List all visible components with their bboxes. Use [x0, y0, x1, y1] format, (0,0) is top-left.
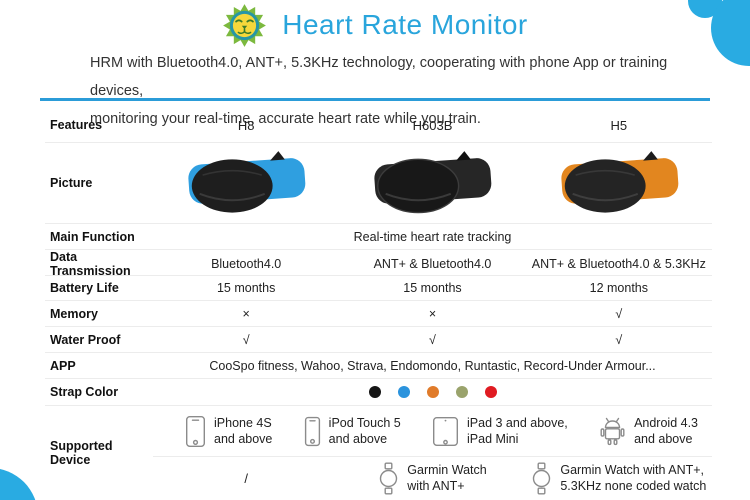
- water-proof-h603b: √: [429, 332, 436, 347]
- supported-device-row: Supported Device iPhone 4S: [45, 406, 712, 500]
- strap-color-row: Strap Color: [45, 379, 712, 406]
- table-header-row: Features H8 H603B H5: [45, 108, 712, 143]
- device-h8-none: /: [244, 470, 248, 486]
- main-function-label: Main Function: [50, 229, 135, 244]
- android-icon: [599, 416, 626, 446]
- page-title: Heart Rate Monitor: [282, 9, 528, 40]
- data-transmission-h8: Bluetooth4.0: [211, 257, 282, 271]
- features-header: Features: [50, 118, 103, 132]
- device-ipod-text: iPod Touch 5 and above: [328, 416, 401, 446]
- strap-color-dot-black: [368, 386, 381, 398]
- data-transmission-h603b: ANT+ & Bluetooth4.0: [373, 257, 492, 271]
- strap-color-dot-olive: [455, 386, 468, 398]
- device-garmin-h603b-text: Garmin Watch with ANT+: [407, 463, 487, 493]
- decorative-circle-bottom-left: [0, 468, 38, 500]
- device-garmin-watch-h5: Garmin Watch with ANT+, 5.3KHz none code…: [526, 462, 712, 495]
- iphone-icon: [185, 415, 206, 448]
- device-ipod: iPod Touch 5 and above: [304, 415, 401, 447]
- device-garmin-watch-h603b: Garmin Watch with ANT+: [339, 462, 525, 495]
- memory-row: Memory × × √: [45, 301, 712, 327]
- header: Heart Rate Monitor: [0, 1, 750, 49]
- device-ipad: iPad 3 and above, iPad Mini: [432, 415, 568, 447]
- memory-h8: ×: [242, 306, 250, 321]
- ipod-icon: [304, 416, 321, 447]
- lion-sun-logo-icon: [222, 3, 267, 48]
- strap-color-dot-orange: [426, 386, 439, 398]
- data-transmission-h5: ANT+ & Bluetooth4.0 & 5.3KHz: [531, 257, 706, 271]
- app-label: APP: [50, 358, 76, 373]
- divider-rule: [40, 98, 710, 101]
- device-android: Android 4.3 and above: [599, 415, 698, 447]
- battery-life-row: Battery Life 15 months 15 months 12 mont…: [45, 276, 712, 301]
- watch-icon: [531, 462, 552, 495]
- picture-label: Picture: [50, 176, 93, 190]
- device-iphone-text: iPhone 4S and above: [214, 416, 273, 446]
- product-image-h8: [153, 145, 339, 221]
- product-image-h603b: [339, 145, 525, 221]
- product-name-h603b: H603B: [412, 117, 453, 133]
- battery-life-h5: 12 months: [589, 281, 648, 295]
- water-proof-label: Water Proof: [50, 332, 121, 347]
- supported-device-content: iPhone 4S and above: [153, 406, 712, 500]
- product-name-h8: H8: [237, 117, 255, 133]
- supported-device-line1: iPhone 4S and above: [153, 406, 712, 457]
- main-function-value: Real-time heart rate tracking: [353, 229, 512, 244]
- intro-line-1: HRM with Bluetooth4.0, ANT+, 5.3KHz tech…: [90, 55, 668, 99]
- water-proof-h5: √: [615, 332, 623, 347]
- device-android-text: Android 4.3 and above: [634, 416, 698, 446]
- product-image-h5: [526, 145, 712, 221]
- strap-color-swatches: [153, 386, 712, 398]
- device-ipad-text: iPad 3 and above, iPad Mini: [467, 416, 568, 446]
- memory-label: Memory: [50, 306, 98, 321]
- product-name-h5: H5: [610, 117, 628, 133]
- watch-icon: [378, 462, 399, 495]
- water-proof-h8: √: [242, 332, 250, 347]
- device-iphone: iPhone 4S and above: [185, 415, 272, 448]
- data-transmission-label: Data Transmission: [50, 250, 131, 278]
- memory-h603b: ×: [428, 306, 437, 321]
- battery-life-h8: 15 months: [216, 281, 276, 295]
- supported-device-line2: / Garmin Watch with ANT+: [153, 457, 712, 499]
- battery-life-h603b: 15 months: [403, 281, 462, 295]
- strap-color-dot-blue: [397, 386, 410, 398]
- device-garmin-h5-text: Garmin Watch with ANT+, 5.3KHz none code…: [560, 463, 707, 493]
- comparison-table: Features H8 H603B H5 Picture: [45, 108, 712, 500]
- app-row: APP CooSpo fitness, Wahoo, Strava, Endom…: [45, 353, 712, 379]
- data-transmission-row: Data Transmission Bluetooth4.0 ANT+ & Bl…: [45, 250, 712, 278]
- strap-color-dot-red: [484, 386, 497, 398]
- picture-row: Picture: [45, 143, 712, 224]
- battery-life-label: Battery Life: [50, 281, 119, 295]
- strap-color-label: Strap Color: [50, 385, 119, 399]
- intro-line-2: monitoring your real-time, accurate hear…: [90, 111, 481, 127]
- intro-text: HRM with Bluetooth4.0, ANT+, 5.3KHz tech…: [90, 49, 710, 133]
- memory-h5: √: [615, 306, 623, 321]
- water-proof-row: Water Proof √ √ √: [45, 327, 712, 353]
- supported-device-label: Supported Device: [50, 439, 113, 467]
- main-function-row: Main Function Real-time heart rate track…: [45, 224, 712, 250]
- ipad-icon: [432, 416, 459, 447]
- app-value: CooSpo fitness, Wahoo, Strava, Endomondo…: [209, 358, 656, 373]
